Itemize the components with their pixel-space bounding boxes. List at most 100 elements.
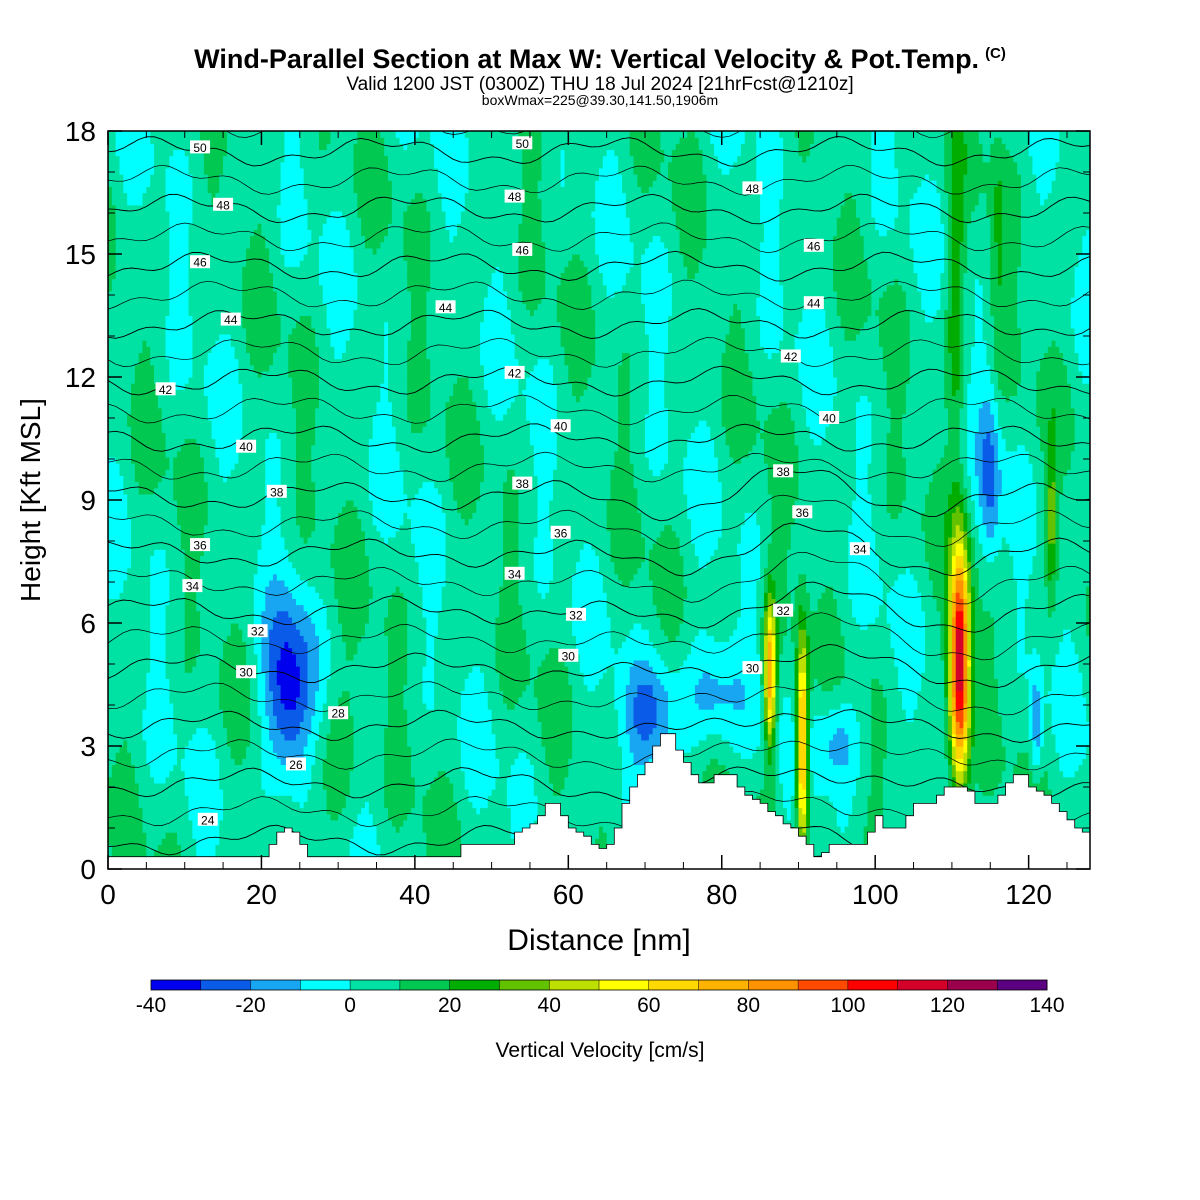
velocity-cell — [215, 266, 220, 274]
velocity-cell — [123, 377, 128, 384]
velocity-cell — [165, 610, 170, 618]
velocity-cell — [261, 727, 266, 735]
velocity-cell — [165, 481, 170, 489]
velocity-cell — [230, 678, 236, 686]
velocity-cell — [123, 604, 128, 612]
velocity-cell — [253, 481, 259, 489]
velocity-cell — [242, 598, 247, 606]
velocity-cell — [242, 813, 247, 821]
velocity-cell — [200, 549, 205, 556]
velocity-cell — [157, 518, 163, 526]
velocity-cell — [123, 549, 128, 556]
velocity-cell — [207, 235, 213, 243]
velocity-cell — [138, 813, 144, 821]
velocity-cell — [138, 850, 144, 858]
velocity-cell — [161, 592, 167, 599]
velocity-cell — [196, 364, 201, 372]
velocity-cell — [146, 672, 151, 679]
velocity-cell — [188, 807, 193, 815]
velocity-cell — [115, 327, 121, 335]
velocity-cell — [180, 592, 186, 599]
velocity-cell — [119, 444, 124, 452]
velocity-cell — [215, 653, 220, 661]
velocity-cell — [150, 174, 155, 181]
velocity-cell — [203, 340, 209, 347]
velocity-cell — [196, 444, 201, 452]
velocity-cell — [242, 315, 247, 323]
velocity-cell — [131, 592, 136, 599]
velocity-cell — [223, 223, 228, 230]
velocity-cell — [200, 844, 205, 852]
velocity-cell — [127, 463, 132, 470]
velocity-cell — [238, 413, 243, 421]
velocity-cell — [200, 346, 205, 353]
velocity-cell — [230, 377, 236, 384]
velocity-cell — [211, 401, 217, 409]
velocity-cell — [261, 586, 266, 593]
velocity-cell — [219, 210, 224, 218]
velocity-cell — [154, 247, 159, 255]
velocity-cell — [165, 290, 170, 298]
velocity-cell — [211, 702, 217, 710]
velocity-cell — [230, 272, 236, 280]
velocity-cell — [108, 536, 113, 544]
velocity-cell — [226, 377, 232, 384]
velocity-cell — [180, 456, 186, 464]
velocity-cell — [192, 413, 197, 421]
velocity-cell — [169, 247, 174, 255]
velocity-cell — [246, 143, 251, 151]
velocity-cell — [157, 167, 163, 175]
velocity-cell — [184, 278, 190, 286]
velocity-cell — [169, 690, 174, 698]
velocity-cell — [108, 709, 113, 716]
velocity-cell — [119, 653, 124, 661]
velocity-cell — [161, 549, 167, 556]
velocity-cell — [134, 426, 140, 433]
velocity-cell — [219, 579, 224, 587]
velocity-cell — [115, 795, 121, 802]
velocity-cell — [215, 598, 220, 606]
velocity-cell — [142, 450, 147, 458]
velocity-cell — [207, 217, 213, 224]
velocity-cell — [115, 666, 121, 673]
velocity-cell — [253, 321, 259, 329]
velocity-cell — [238, 813, 243, 821]
velocity-cell — [169, 407, 174, 415]
velocity-cell — [249, 469, 255, 476]
velocity-cell — [180, 260, 186, 267]
velocity-cell — [253, 592, 259, 599]
velocity-cell — [249, 653, 255, 661]
velocity-cell — [253, 782, 259, 790]
velocity-cell — [207, 567, 213, 575]
velocity-cell — [138, 702, 144, 710]
velocity-cell — [108, 500, 113, 507]
velocity-cell — [165, 303, 170, 310]
velocity-cell — [238, 543, 243, 550]
velocity-cell — [203, 789, 209, 796]
velocity-cell — [157, 573, 163, 581]
velocity-cell — [211, 561, 217, 569]
velocity-cell — [146, 524, 151, 532]
velocity-cell — [246, 297, 251, 304]
velocity-cell — [234, 678, 240, 686]
velocity-cell — [177, 180, 182, 187]
velocity-cell — [188, 284, 193, 292]
velocity-cell — [184, 795, 190, 802]
velocity-cell — [138, 389, 144, 397]
velocity-cell — [131, 229, 136, 237]
velocity-cell — [184, 825, 190, 833]
velocity-cell — [249, 709, 255, 716]
velocity-cell — [249, 432, 255, 440]
velocity-cell — [188, 481, 193, 489]
velocity-cell — [215, 629, 220, 636]
velocity-cell — [223, 635, 228, 643]
velocity-cell — [234, 167, 240, 175]
velocity-cell — [115, 247, 121, 255]
velocity-cell — [188, 721, 193, 729]
velocity-cell — [111, 192, 117, 200]
velocity-cell — [223, 469, 228, 476]
velocity-cell — [211, 536, 217, 544]
velocity-cell — [131, 167, 136, 175]
velocity-cell — [177, 131, 182, 138]
velocity-cell — [253, 303, 259, 310]
